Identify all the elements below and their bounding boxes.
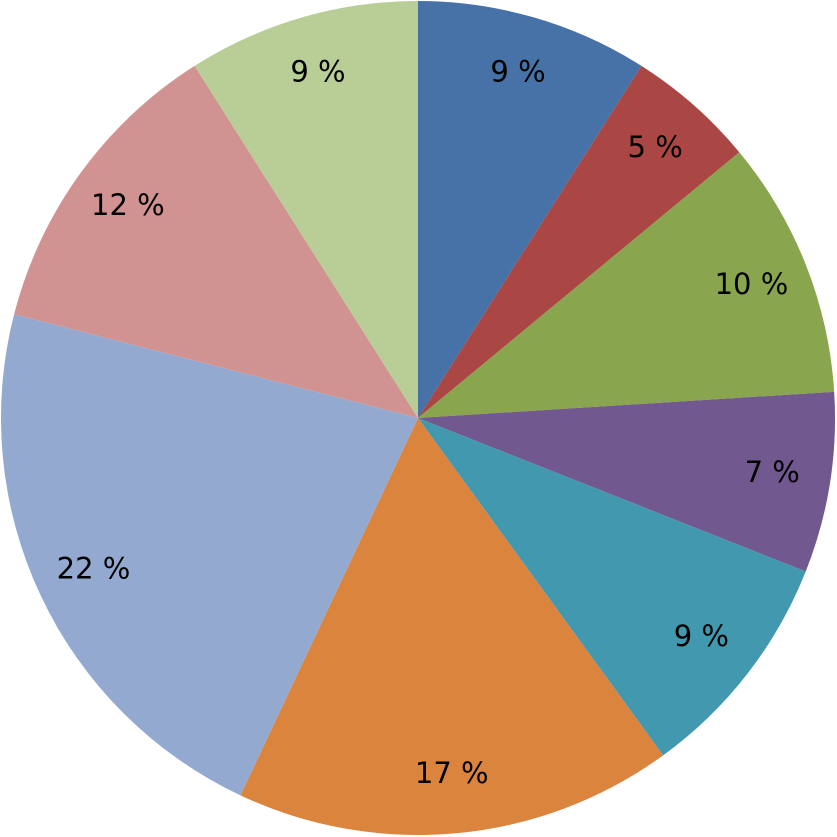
pie-slice: [0, 314, 418, 796]
pie-slice: [418, 65, 740, 418]
data-label: 9 %: [290, 55, 345, 89]
pie-slice: [418, 152, 835, 418]
data-label: 5 %: [628, 130, 683, 164]
data-label: 17 %: [415, 756, 489, 790]
pie-slice: [418, 418, 806, 756]
pie-slice: [14, 65, 418, 418]
data-label: 7 %: [745, 455, 800, 489]
pie-slice: [418, 1, 642, 418]
data-label: 22 %: [57, 552, 131, 586]
pie-slice: [194, 1, 418, 418]
pie-slice: [240, 418, 664, 836]
data-label: 12 %: [91, 188, 165, 222]
data-label: 9 %: [490, 55, 545, 89]
data-label: 9 %: [674, 619, 729, 653]
pie-slice: [418, 391, 835, 572]
data-label: 10 %: [715, 267, 789, 301]
